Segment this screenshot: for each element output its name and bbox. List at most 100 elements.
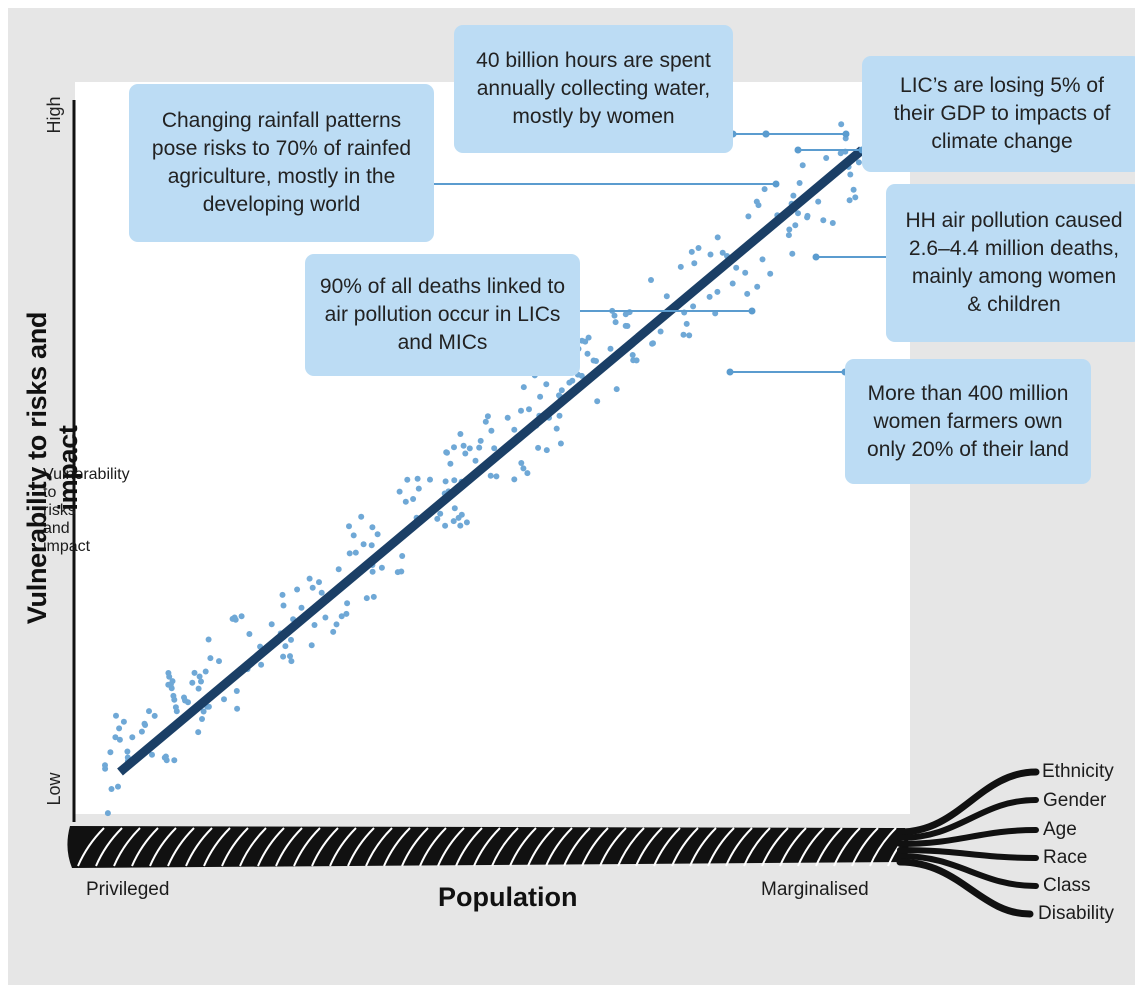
- scatter-point: [680, 331, 687, 338]
- scatter-point: [511, 476, 518, 483]
- scatter-point: [792, 222, 799, 229]
- callout-gdp: LIC’s are losing 5% of their GDP to impa…: [862, 56, 1135, 172]
- scatter-point: [850, 186, 857, 193]
- scatter-point: [141, 720, 148, 727]
- scatter-point: [306, 575, 313, 582]
- scatter-point: [744, 290, 751, 297]
- rope-twist: [761, 827, 789, 867]
- scatter-point: [477, 437, 484, 444]
- thread-label-disability: Disability: [1038, 903, 1115, 924]
- scatter-point: [566, 379, 573, 386]
- scatter-point: [165, 681, 172, 688]
- rope-twist: [293, 827, 321, 867]
- scatter-point: [318, 589, 325, 596]
- rope-twist: [329, 827, 357, 867]
- scatter-point: [838, 121, 845, 128]
- rope-twist: [167, 827, 195, 867]
- scatter-point: [753, 198, 760, 205]
- scatter-point: [754, 283, 761, 290]
- scatter-point: [761, 186, 768, 193]
- scatter-point: [804, 214, 811, 221]
- rope-twist: [851, 827, 879, 867]
- scatter-point: [171, 696, 178, 703]
- scatter-point: [535, 444, 542, 451]
- scatter-point: [322, 614, 329, 621]
- scatter-point: [691, 260, 698, 267]
- rope-twist: [491, 827, 519, 867]
- scatter-point: [491, 445, 498, 452]
- rope-twist: [545, 827, 573, 867]
- rope-twist: [149, 827, 177, 867]
- scatter-point: [607, 345, 614, 352]
- scatter-point: [688, 248, 695, 255]
- scatter-point: [288, 636, 294, 643]
- scatter-point: [415, 485, 422, 492]
- scatter-point: [648, 277, 654, 283]
- scatter-point: [657, 328, 664, 335]
- rope-twist: [95, 827, 123, 867]
- scatter-point: [396, 488, 403, 495]
- scatter-point: [191, 669, 198, 676]
- y-axis-low-label: Low: [44, 772, 64, 806]
- y-axis-high-label: High: [44, 96, 64, 134]
- rope-twist: [221, 827, 249, 867]
- scatter-point: [451, 477, 458, 484]
- x-axis-title: Population: [438, 882, 578, 912]
- rope-thread: [897, 827, 1039, 847]
- scatter-point: [795, 210, 801, 217]
- scatter-point: [282, 643, 289, 650]
- scatter-point: [369, 568, 376, 575]
- scatter-point: [511, 426, 518, 433]
- scatter-point: [837, 150, 844, 157]
- scatter-point: [205, 636, 212, 643]
- trend-line: [117, 146, 865, 776]
- scatter-point: [115, 783, 121, 790]
- scatter-point: [504, 414, 511, 421]
- scatter-point: [358, 513, 365, 520]
- scatter-point: [343, 610, 350, 617]
- scatter-point: [612, 319, 619, 326]
- scatter-point: [518, 407, 524, 414]
- scatter-point: [462, 450, 469, 457]
- y-axis-title-wrap: Vulnerability to risks and impact: [22, 278, 83, 658]
- rope-twist: [599, 827, 627, 867]
- scatter-point: [161, 754, 168, 761]
- scatter-point: [557, 440, 564, 447]
- scatter-point: [238, 613, 245, 620]
- scatter-point: [759, 256, 766, 263]
- rope-thread: [896, 858, 1034, 918]
- scatter-point: [487, 472, 494, 479]
- scatter-point: [333, 621, 340, 628]
- rope-thread: [896, 768, 1040, 836]
- scatter-point: [442, 478, 449, 485]
- scatter-point: [233, 688, 240, 694]
- rope-twist: [725, 827, 753, 867]
- scatter-point: [451, 505, 458, 512]
- scatter-point: [451, 444, 457, 451]
- scatter-point: [166, 673, 173, 680]
- callout-hh-air: HH air pollution caused 2.6–4.4 million …: [886, 184, 1135, 342]
- scatter-point: [767, 270, 774, 277]
- scatter-point: [460, 442, 467, 449]
- scatter-point: [714, 288, 721, 295]
- scatter-point: [311, 622, 318, 628]
- scatter-point: [113, 712, 119, 719]
- scatter-point: [287, 653, 293, 660]
- rope-twist: [275, 827, 303, 867]
- rope-twist: [527, 827, 555, 867]
- scatter-point: [578, 372, 585, 379]
- scatter-point: [733, 264, 740, 271]
- rope-twist: [743, 827, 771, 867]
- scatter-point: [280, 602, 287, 609]
- callout-rainfall: Changing rainfall patterns pose risks to…: [129, 84, 434, 242]
- scatter-point: [493, 473, 500, 480]
- scatter-point: [524, 470, 531, 477]
- scatter-point: [447, 460, 454, 467]
- scatter-point: [686, 332, 693, 339]
- rope-twist: [185, 827, 213, 867]
- scatter-point: [427, 476, 433, 483]
- scatter-point: [593, 358, 599, 364]
- scatter-point: [369, 524, 376, 531]
- scatter-point: [350, 532, 357, 539]
